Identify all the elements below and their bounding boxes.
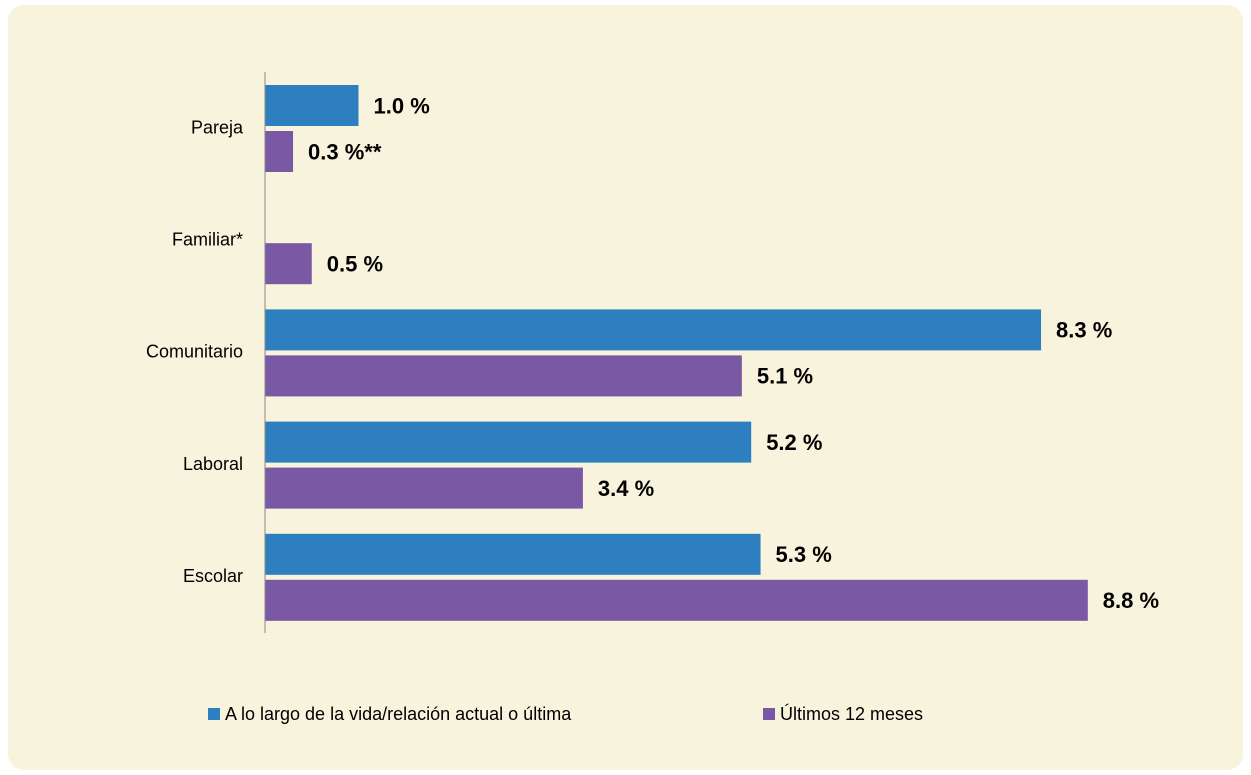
legend-label: A lo largo de la vida/relación actual o …	[225, 704, 572, 724]
value-label: 8.3 %	[1056, 318, 1112, 343]
value-label: 0.5 %	[327, 252, 383, 277]
bar	[265, 131, 294, 172]
value-label: 8.8 %	[1103, 588, 1159, 613]
y-tick-label: Pareja	[191, 117, 244, 137]
bar	[265, 243, 312, 285]
legend-swatch	[763, 708, 775, 720]
value-label: 5.2 %	[766, 430, 822, 455]
value-label: 0.3 %**	[308, 139, 382, 164]
bar	[265, 467, 583, 509]
value-label: 1.0 %	[374, 93, 430, 118]
bar	[265, 355, 742, 397]
value-label: 5.1 %	[757, 364, 813, 389]
bar	[265, 85, 359, 126]
value-label: 3.4 %	[598, 476, 654, 501]
bar	[265, 309, 1042, 351]
legend-swatch	[208, 708, 220, 720]
y-tick-label: Familiar*	[172, 229, 243, 249]
legend-label: Últimos 12 meses	[780, 703, 923, 724]
y-tick-label: Comunitario	[146, 342, 243, 362]
bar	[265, 533, 761, 575]
y-tick-label: Laboral	[183, 454, 243, 474]
value-label: 5.3 %	[776, 542, 832, 567]
bar	[265, 421, 752, 463]
y-tick-label: Escolar	[183, 566, 243, 586]
bar	[265, 579, 1088, 621]
